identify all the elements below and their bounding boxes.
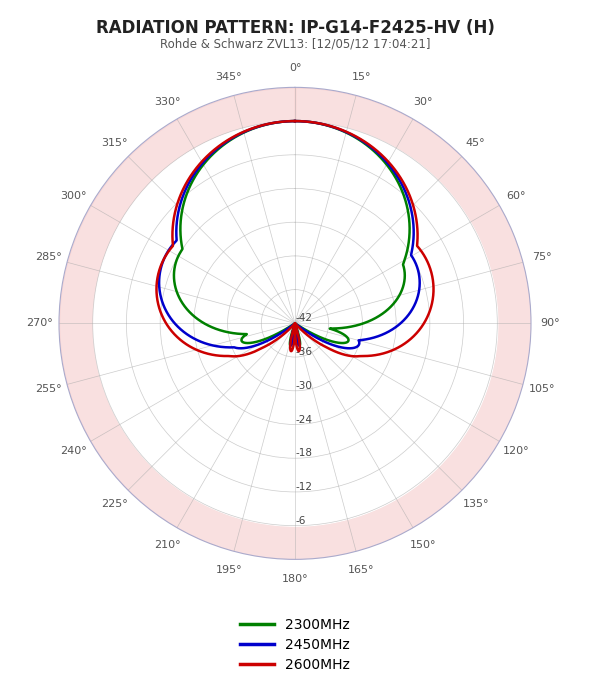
Text: RADIATION PATTERN: IP-G14-F2425-HV (H): RADIATION PATTERN: IP-G14-F2425-HV (H): [96, 19, 494, 37]
Text: Rohde & Schwarz ZVL13: [12/05/12 17:04:21]: Rohde & Schwarz ZVL13: [12/05/12 17:04:2…: [160, 38, 430, 51]
Legend: 2300MHz, 2450MHz, 2600MHz: 2300MHz, 2450MHz, 2600MHz: [234, 612, 356, 678]
